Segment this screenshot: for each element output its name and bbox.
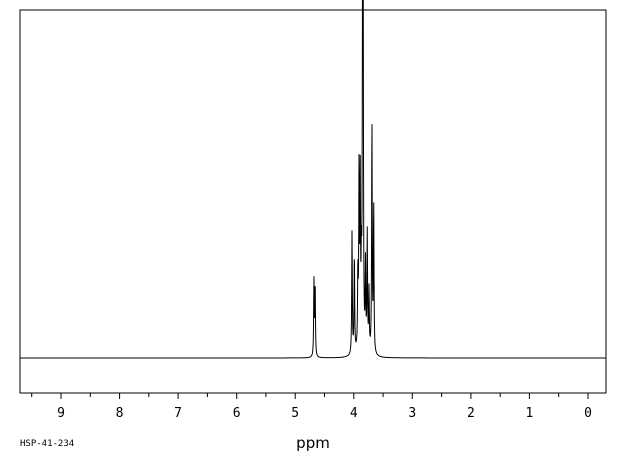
x-tick-label: 5 [291,406,299,421]
x-tick-label: 0 [584,406,592,421]
x-tick-label: 2 [467,406,475,421]
x-tick-label: 1 [525,406,533,421]
spectrum-line [20,0,606,359]
x-tick-label: 4 [350,406,358,421]
x-tick-label: 6 [233,406,241,421]
x-tick-label: 7 [174,406,182,421]
x-tick-label: 3 [408,406,416,421]
x-axis-label: ppm [296,434,330,452]
x-tick-label: 9 [57,406,65,421]
sample-id-label: HSP-41-234 [20,439,74,449]
x-tick-label: 8 [116,406,124,421]
x-axis-tick-labels: 9 8 7 6 5 4 3 2 1 0 [57,406,592,421]
x-axis-ticks [31,393,589,399]
plot-frame [19,9,607,394]
